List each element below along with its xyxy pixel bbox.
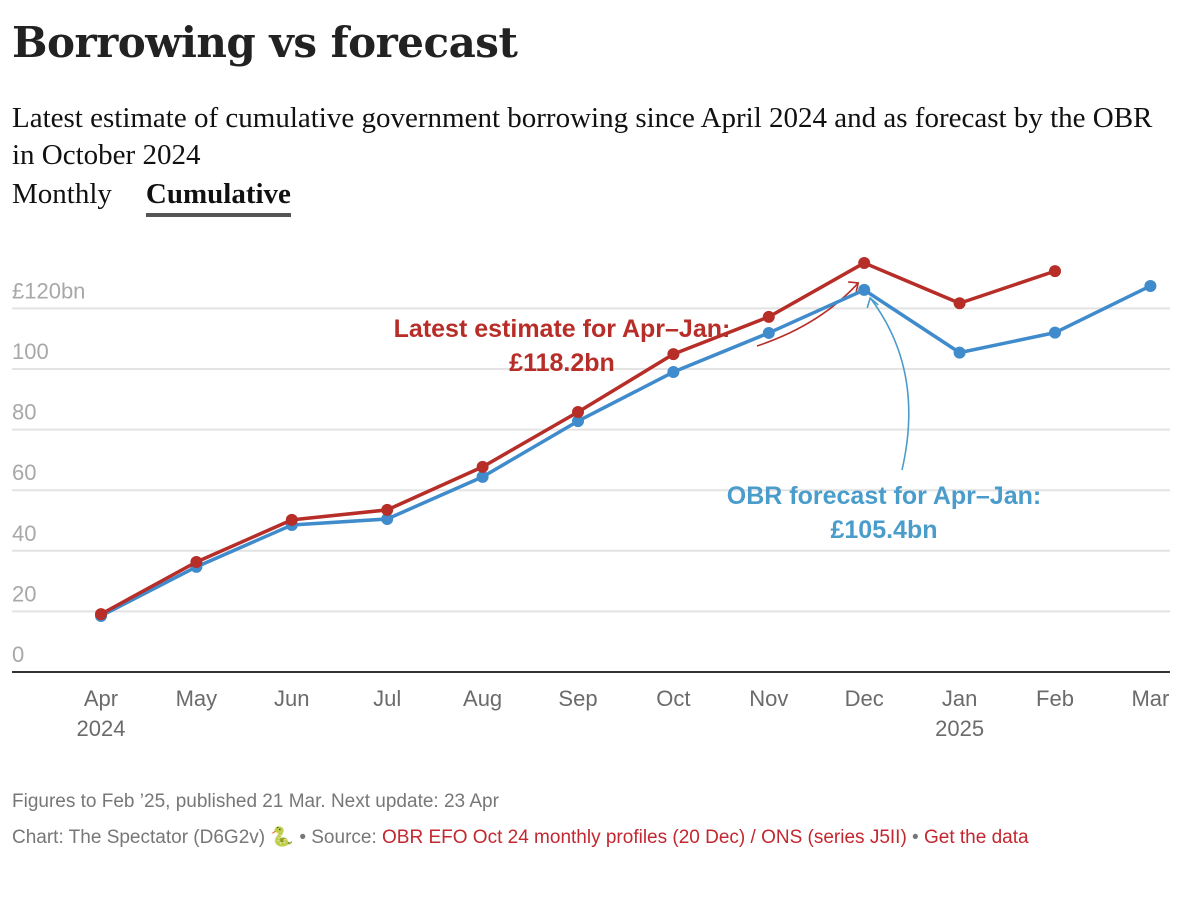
snake-icon: 🐍 [270, 827, 295, 848]
y-tick-label: 20 [12, 581, 36, 606]
data-point-latest [953, 297, 966, 310]
tab-monthly[interactable]: Monthly [12, 178, 112, 210]
credits: Chart: The Spectator (D6G2v) 🐍 • Source:… [12, 824, 1184, 852]
arrowhead-latest [848, 281, 860, 293]
data-point-latest [762, 310, 775, 323]
x-tick-year: 2024 [77, 716, 126, 741]
y-tick-label: 40 [12, 521, 36, 546]
data-point-obr [762, 326, 775, 339]
x-tick-label: Nov [749, 686, 788, 711]
data-point-latest [95, 608, 107, 621]
annotation-latest-line2: £118.2bn [509, 349, 615, 377]
data-point-obr [667, 366, 680, 379]
data-point-obr [572, 415, 584, 428]
data-point-latest [572, 406, 584, 419]
data-point-latest [667, 348, 680, 361]
view-toggle: Monthly Cumulative [12, 178, 291, 217]
x-tick-label: Jun [274, 686, 309, 711]
annotation-latest-line1: Latest estimate for Apr–Jan: [394, 315, 731, 343]
x-tick-label: Mar [1131, 686, 1169, 711]
separator: • [906, 827, 924, 848]
data-point-obr [953, 346, 966, 359]
x-tick-year: 2025 [935, 716, 984, 741]
data-point-latest [476, 460, 489, 473]
data-point-obr [1049, 326, 1061, 339]
data-point-obr [381, 512, 394, 525]
data-point-latest [381, 503, 394, 516]
chart-title: Borrowing vs forecast [12, 18, 518, 67]
y-tick-label: £120bn [12, 278, 85, 303]
data-point-latest [858, 256, 871, 269]
source-label: • Source: [294, 827, 383, 848]
x-tick-label: Apr [84, 686, 118, 711]
data-point-latest [1049, 265, 1061, 278]
annotation-arrow-obr [869, 297, 910, 471]
data-point-obr [858, 283, 871, 296]
credit-text: Chart: The Spectator (D6G2v) [12, 827, 271, 848]
chart-subtitle: Latest estimate of cumulative government… [12, 102, 1153, 171]
x-tick-label: Dec [845, 686, 884, 711]
update-note: Figures to Feb ’25, published 21 Mar. Ne… [12, 791, 499, 812]
x-tick-label: Jul [373, 686, 401, 711]
y-tick-label: 80 [12, 400, 36, 425]
x-tick-label: Aug [463, 686, 502, 711]
data-point-latest [190, 556, 203, 569]
annotation-arrow-latest [756, 282, 859, 347]
y-tick-label: 100 [12, 339, 49, 364]
x-tick-label: Oct [656, 686, 690, 711]
annotation-obr-line1: OBR forecast for Apr–Jan: [727, 482, 1041, 510]
x-tick-label: Feb [1036, 686, 1074, 711]
x-tick-label: Jan [942, 686, 977, 711]
y-tick-label: 0 [12, 642, 24, 667]
annotation-obr-line2: £105.4bn [830, 516, 937, 544]
data-point-obr [1144, 279, 1157, 292]
data-point-latest [285, 513, 298, 526]
line-chart: 0 20 40 60 80 100 £120bn Apr 2024 May Jun Jul Aug Sep… [12, 256, 1170, 741]
get-data-link[interactable]: Get the data [924, 827, 1029, 848]
chart-footer: Figures to Feb ’25, published 21 Mar. Ne… [12, 788, 1184, 860]
arrowhead-obr [866, 296, 879, 309]
x-tick-label: Sep [558, 686, 597, 711]
data-point-obr [476, 470, 489, 483]
source-link[interactable]: OBR EFO Oct 24 monthly profiles (20 Dec)… [382, 827, 907, 848]
x-tick-label: May [176, 686, 218, 711]
y-tick-label: 60 [12, 460, 36, 485]
tab-cumulative[interactable]: Cumulative [145, 178, 291, 217]
series-line-obr [100, 284, 1152, 618]
